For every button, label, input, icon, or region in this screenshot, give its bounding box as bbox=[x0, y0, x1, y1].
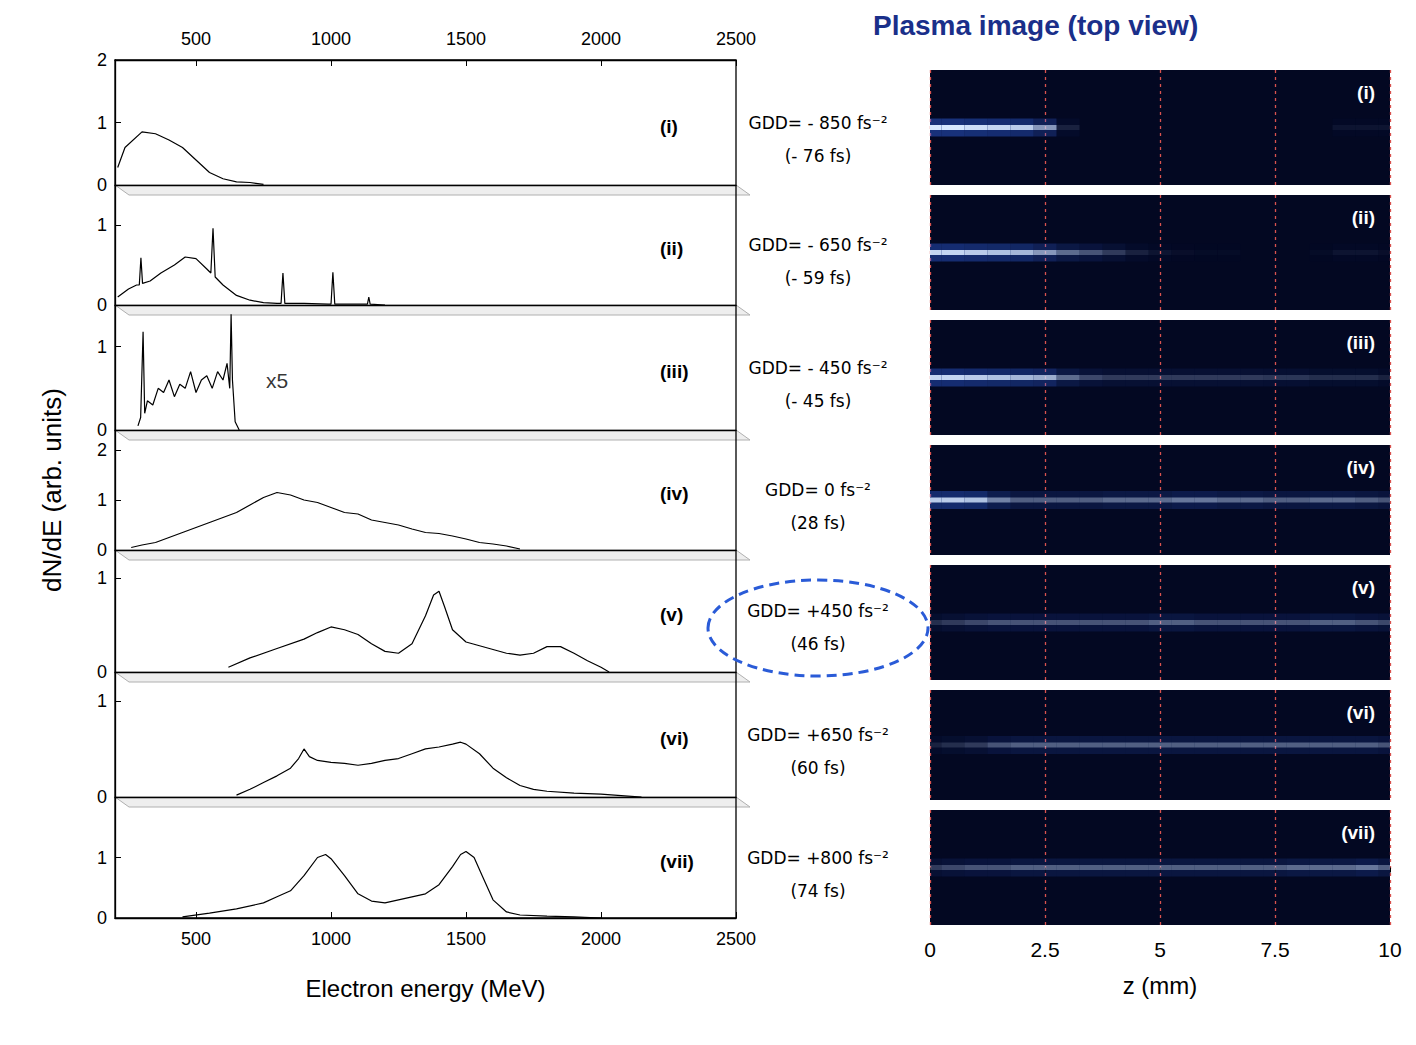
svg-text:0: 0 bbox=[97, 662, 107, 682]
svg-text:Plasma image (top view): Plasma image (top view) bbox=[873, 10, 1198, 41]
svg-text:(iv): (iv) bbox=[1347, 457, 1376, 478]
svg-text:2000: 2000 bbox=[581, 29, 621, 49]
svg-text:500: 500 bbox=[181, 29, 211, 49]
svg-text:(28 fs): (28 fs) bbox=[790, 513, 845, 533]
svg-text:1: 1 bbox=[97, 215, 107, 235]
svg-text:0: 0 bbox=[97, 787, 107, 807]
svg-text:0: 0 bbox=[924, 938, 936, 961]
svg-text:(vi): (vi) bbox=[660, 728, 689, 749]
svg-text:(iii): (iii) bbox=[660, 361, 689, 382]
svg-text:GDD= - 650 fs⁻²: GDD= - 650 fs⁻² bbox=[748, 235, 887, 255]
svg-text:dN/dE (arb. units): dN/dE (arb. units) bbox=[37, 388, 67, 592]
svg-text:1: 1 bbox=[97, 337, 107, 357]
svg-text:(v): (v) bbox=[1352, 577, 1375, 598]
svg-text:Electron energy (MeV): Electron energy (MeV) bbox=[305, 975, 545, 1002]
svg-text:1500: 1500 bbox=[446, 29, 486, 49]
svg-text:(- 59 fs): (- 59 fs) bbox=[785, 268, 852, 288]
svg-text:GDD= - 450 fs⁻²: GDD= - 450 fs⁻² bbox=[748, 358, 887, 378]
svg-text:0: 0 bbox=[97, 295, 107, 315]
svg-text:2.5: 2.5 bbox=[1030, 938, 1059, 961]
svg-text:0: 0 bbox=[97, 420, 107, 440]
svg-text:(iii): (iii) bbox=[1347, 332, 1376, 353]
svg-text:1: 1 bbox=[97, 568, 107, 588]
svg-text:1000: 1000 bbox=[311, 929, 351, 949]
svg-text:1500: 1500 bbox=[446, 929, 486, 949]
svg-text:z (mm): z (mm) bbox=[1123, 972, 1198, 999]
svg-text:1: 1 bbox=[97, 490, 107, 510]
svg-text:(ii): (ii) bbox=[660, 238, 683, 259]
svg-text:1000: 1000 bbox=[311, 29, 351, 49]
svg-text:GDD= 0 fs⁻²: GDD= 0 fs⁻² bbox=[765, 480, 871, 500]
svg-text:5: 5 bbox=[1154, 938, 1166, 961]
svg-text:2: 2 bbox=[97, 50, 107, 70]
svg-text:(i): (i) bbox=[660, 116, 678, 137]
svg-text:7.5: 7.5 bbox=[1260, 938, 1289, 961]
svg-text:(vii): (vii) bbox=[1341, 822, 1375, 843]
svg-text:0: 0 bbox=[97, 175, 107, 195]
svg-text:(ii): (ii) bbox=[1352, 207, 1375, 228]
svg-text:x5: x5 bbox=[266, 369, 288, 392]
svg-text:10: 10 bbox=[1378, 938, 1401, 961]
svg-text:(60 fs): (60 fs) bbox=[790, 758, 845, 778]
svg-text:GDD= +800 fs⁻²: GDD= +800 fs⁻² bbox=[747, 848, 889, 868]
svg-text:(74 fs): (74 fs) bbox=[790, 881, 845, 901]
svg-text:GDD= +450 fs⁻²: GDD= +450 fs⁻² bbox=[747, 601, 889, 621]
svg-text:(- 76 fs): (- 76 fs) bbox=[785, 146, 852, 166]
svg-text:2: 2 bbox=[97, 440, 107, 460]
svg-text:(vi): (vi) bbox=[1347, 702, 1376, 723]
svg-text:0: 0 bbox=[97, 908, 107, 928]
svg-text:500: 500 bbox=[181, 929, 211, 949]
svg-text:GDD= +650 fs⁻²: GDD= +650 fs⁻² bbox=[747, 725, 889, 745]
svg-text:0: 0 bbox=[97, 540, 107, 560]
svg-text:(- 45 fs): (- 45 fs) bbox=[785, 391, 852, 411]
svg-text:2500: 2500 bbox=[716, 929, 756, 949]
svg-text:(i): (i) bbox=[1357, 82, 1375, 103]
svg-text:1: 1 bbox=[97, 691, 107, 711]
svg-text:(iv): (iv) bbox=[660, 483, 689, 504]
svg-text:GDD= - 850 fs⁻²: GDD= - 850 fs⁻² bbox=[748, 113, 887, 133]
svg-text:(vii): (vii) bbox=[660, 851, 694, 872]
svg-text:2000: 2000 bbox=[581, 929, 621, 949]
svg-text:2500: 2500 bbox=[716, 29, 756, 49]
svg-text:(46 fs): (46 fs) bbox=[790, 634, 845, 654]
svg-text:1: 1 bbox=[97, 848, 107, 868]
svg-text:(v): (v) bbox=[660, 604, 683, 625]
svg-text:1: 1 bbox=[97, 113, 107, 133]
